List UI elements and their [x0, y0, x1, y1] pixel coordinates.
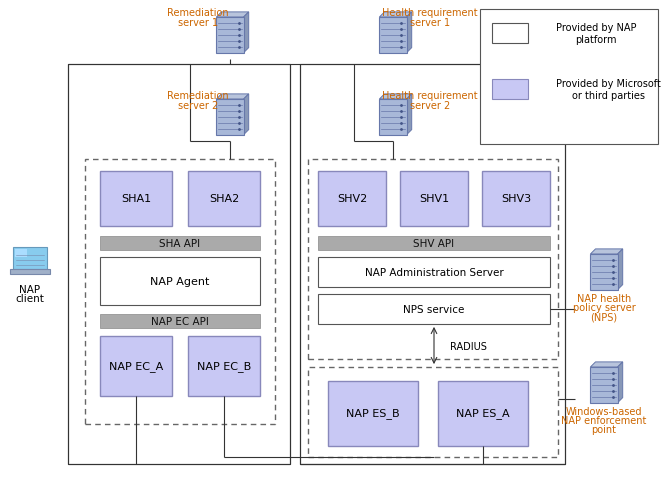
- Text: Provided by Microsoft
or third parties: Provided by Microsoft or third parties: [556, 79, 661, 101]
- Bar: [15, 250, 27, 257]
- Text: NAP ES_A: NAP ES_A: [456, 408, 510, 419]
- Text: server 2: server 2: [410, 101, 450, 111]
- Bar: [85, 160, 275, 424]
- Text: Remediation: Remediation: [167, 8, 228, 18]
- Polygon shape: [407, 13, 412, 54]
- Bar: [100, 336, 172, 396]
- Text: SHV3: SHV3: [501, 193, 531, 204]
- Polygon shape: [243, 95, 249, 135]
- Bar: [10, 269, 50, 275]
- Bar: [216, 100, 243, 135]
- Text: point: point: [591, 424, 616, 434]
- Text: NAP EC API: NAP EC API: [151, 316, 209, 326]
- Polygon shape: [591, 362, 623, 367]
- Bar: [100, 314, 260, 328]
- Text: SHA1: SHA1: [121, 193, 151, 204]
- Text: (NPS): (NPS): [591, 312, 618, 321]
- Bar: [216, 18, 243, 54]
- Polygon shape: [380, 95, 412, 100]
- Bar: [68, 65, 290, 464]
- Text: NAP Agent: NAP Agent: [151, 276, 210, 287]
- Bar: [318, 172, 386, 227]
- Polygon shape: [618, 250, 623, 290]
- Text: NPS service: NPS service: [403, 304, 464, 314]
- Bar: [318, 294, 550, 324]
- Text: Health requirement: Health requirement: [382, 8, 478, 18]
- Bar: [100, 172, 172, 227]
- Bar: [100, 237, 260, 251]
- Bar: [591, 367, 618, 403]
- Text: SHV1: SHV1: [419, 193, 449, 204]
- Polygon shape: [216, 95, 249, 100]
- Bar: [318, 237, 550, 251]
- Text: RADIUS: RADIUS: [450, 341, 487, 351]
- Polygon shape: [380, 13, 412, 18]
- Polygon shape: [243, 13, 249, 54]
- Bar: [492, 24, 528, 44]
- Text: server 1: server 1: [178, 18, 218, 28]
- Bar: [438, 381, 528, 446]
- Text: NAP EC_B: NAP EC_B: [197, 361, 251, 372]
- Bar: [188, 172, 260, 227]
- Text: NAP enforcement: NAP enforcement: [561, 415, 646, 425]
- Text: server 1: server 1: [410, 18, 450, 28]
- Text: Remediation: Remediation: [167, 91, 228, 101]
- Text: client: client: [15, 293, 44, 303]
- Bar: [482, 172, 550, 227]
- Bar: [308, 160, 558, 359]
- Bar: [318, 257, 550, 288]
- Text: server 2: server 2: [178, 101, 218, 111]
- Bar: [188, 336, 260, 396]
- Bar: [400, 172, 468, 227]
- Bar: [13, 248, 47, 269]
- Text: Provided by NAP
platform: Provided by NAP platform: [556, 23, 636, 45]
- Text: NAP health: NAP health: [577, 293, 631, 303]
- Text: policy server: policy server: [573, 302, 635, 312]
- Bar: [328, 381, 418, 446]
- Text: Windows-based: Windows-based: [566, 406, 642, 416]
- Bar: [591, 254, 618, 290]
- Bar: [100, 257, 260, 305]
- Bar: [308, 367, 558, 457]
- Bar: [380, 100, 407, 135]
- Text: SHV API: SHV API: [413, 239, 454, 249]
- Bar: [380, 18, 407, 54]
- Polygon shape: [618, 362, 623, 403]
- Text: NAP EC_A: NAP EC_A: [109, 361, 163, 372]
- Text: NAP Administration Server: NAP Administration Server: [365, 267, 503, 277]
- Text: Health requirement: Health requirement: [382, 91, 478, 101]
- Polygon shape: [216, 13, 249, 18]
- Bar: [480, 10, 658, 144]
- Text: SHA2: SHA2: [209, 193, 239, 204]
- Text: SHA API: SHA API: [159, 239, 200, 249]
- Text: NAP: NAP: [19, 285, 40, 294]
- Polygon shape: [407, 95, 412, 135]
- Polygon shape: [591, 250, 623, 254]
- Bar: [300, 65, 565, 464]
- Text: NAP ES_B: NAP ES_B: [346, 408, 400, 419]
- Text: SHV2: SHV2: [337, 193, 367, 204]
- Bar: [492, 80, 528, 100]
